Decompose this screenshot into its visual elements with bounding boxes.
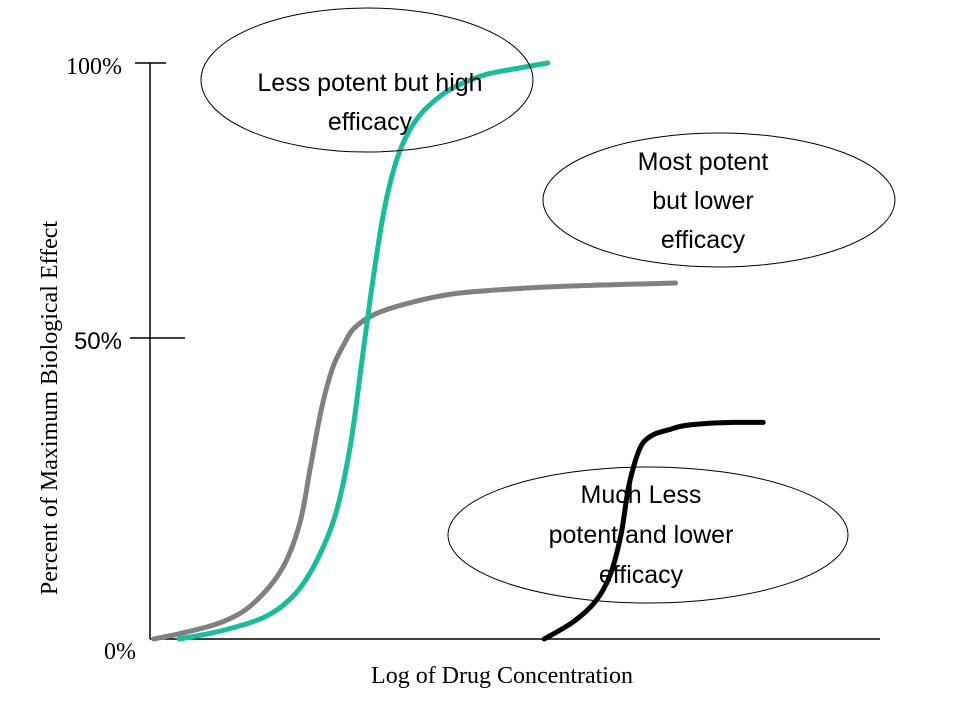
- y-axis-label: Percent of Maximum Biological Effect: [37, 221, 63, 595]
- annotation-black-line-2: potent and lower: [549, 521, 734, 549]
- axis-label-layer: Log of Drug Concentration Percent of Max…: [37, 221, 633, 689]
- series-line-gray: [151, 280, 679, 642]
- annotation-layer: Less potent but high efficacy Most poten…: [200, 7, 896, 604]
- axes-layer: [130, 62, 880, 640]
- annotation-black-line-3: efficacy: [599, 561, 684, 589]
- series-line-teal: [176, 60, 551, 642]
- annotation-teal-line-2: efficacy: [328, 108, 413, 136]
- series-layer: [151, 60, 766, 642]
- annotation-black-ellipse: [447, 466, 849, 604]
- annotation-gray-line-3: efficacy: [661, 226, 746, 254]
- annotation-black: Much Less potent and lower efficacy: [447, 466, 849, 604]
- annotation-teal-ellipse: [200, 7, 534, 153]
- annotation-gray: Most potent but lower efficacy: [542, 132, 896, 268]
- tick-label-layer: 100% 50% 0%: [66, 54, 136, 665]
- annotation-teal-line-1: Less potent but high: [257, 69, 482, 97]
- annotation-gray-line-2: but lower: [652, 187, 753, 215]
- annotation-black-line-1: Much Less: [581, 481, 702, 509]
- y-tick-label-0: 0%: [104, 639, 136, 665]
- y-tick-label-50: 50%: [74, 328, 122, 355]
- series-line-black: [541, 419, 766, 642]
- annotation-teal: Less potent but high efficacy: [200, 7, 534, 153]
- y-tick-label-100: 100%: [66, 54, 122, 80]
- x-axis-label: Log of Drug Concentration: [371, 663, 633, 689]
- annotation-gray-ellipse: [542, 132, 896, 268]
- annotation-gray-line-1: Most potent: [638, 148, 769, 176]
